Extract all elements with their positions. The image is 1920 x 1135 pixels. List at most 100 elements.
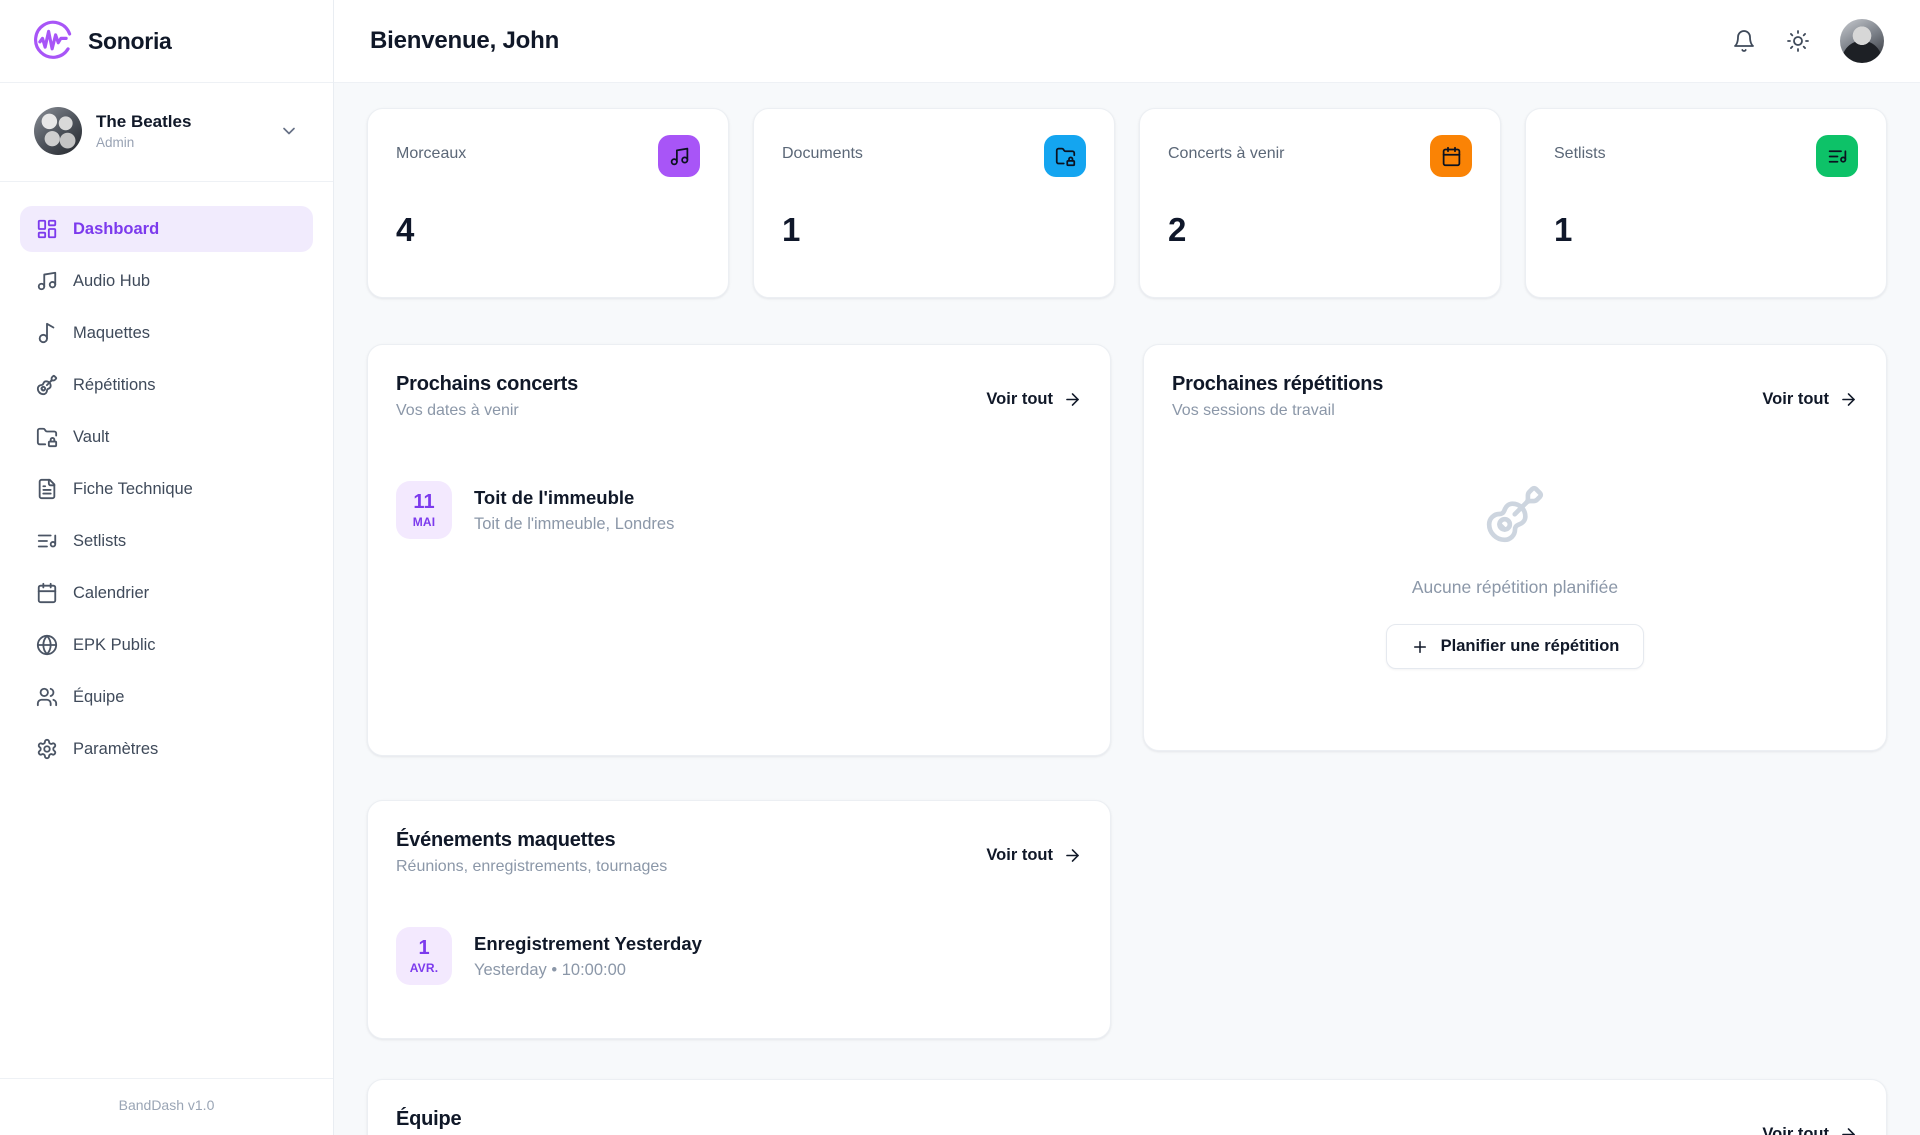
band-avatar: [34, 107, 82, 155]
demo-event-list-item[interactable]: 1 AVR. Enregistrement Yesterday Yesterda…: [396, 927, 1082, 985]
topbar: Bienvenue, John: [334, 0, 1920, 83]
folder-lock-icon: [36, 427, 58, 448]
list-music-icon: [1816, 135, 1858, 177]
stat-label: Setlists: [1554, 145, 1606, 162]
arrow-right-icon: [1842, 392, 1855, 406]
sonoria-logo-icon: [34, 20, 72, 59]
upcoming-concerts-card: Prochains concerts Vos dates à venir Voi…: [367, 344, 1111, 756]
sidebar-item-maquettes[interactable]: Maquettes: [20, 310, 313, 356]
sidebar-item-label: Fiche Technique: [73, 479, 193, 498]
stat-label: Documents: [782, 145, 863, 162]
music-notes-icon: [37, 271, 57, 291]
stat-value: 1: [782, 211, 801, 248]
demo-events-card: Événements maquettes Réunions, enregistr…: [367, 800, 1111, 1039]
sidebar-item-calendrier[interactable]: Calendrier: [20, 570, 313, 616]
bell-icon[interactable]: [1732, 29, 1756, 53]
sidebar-item-repetitions[interactable]: Répétitions: [20, 362, 313, 408]
guitar-icon: [36, 374, 58, 396]
stat-card-setlists[interactable]: Setlists 1: [1525, 108, 1887, 298]
band-role: Admin: [96, 135, 135, 150]
sidebar-item-audio-hub[interactable]: Audio Hub: [20, 258, 313, 304]
sidebar-item-equipe[interactable]: Équipe: [20, 674, 313, 720]
band-name: The Beatles: [96, 112, 192, 131]
theme-sun-icon[interactable]: [1786, 29, 1810, 53]
event-subtitle: Yesterday • 10:00:00: [474, 960, 626, 979]
sidebar-item-epk-public[interactable]: EPK Public: [20, 622, 313, 668]
card-title: Prochains concerts: [396, 373, 579, 395]
plus-icon: [1413, 640, 1426, 653]
guitar-icon: [1486, 485, 1544, 543]
rehearsals-empty-state: Aucune répétition planifiée Planifier un…: [1172, 483, 1858, 679]
stat-card-morceaux[interactable]: Morceaux 4: [367, 108, 729, 298]
card-subtitle: Vos dates à venir: [396, 402, 519, 419]
stats-row: Morceaux 4 Documents 1 Conce: [367, 108, 1887, 298]
sidebar-item-dashboard[interactable]: Dashboard: [20, 206, 313, 252]
event-subtitle: Toit de l'immeuble, Londres: [474, 514, 675, 533]
globe-icon: [36, 634, 58, 656]
plan-rehearsal-button[interactable]: Planifier une répétition: [1385, 624, 1645, 669]
sidebar-item-label: Équipe: [73, 687, 125, 706]
view-all-label: Voir tout: [1762, 1124, 1829, 1135]
sidebar-item-setlists[interactable]: Setlists: [20, 518, 313, 564]
calendar-icon: [37, 582, 57, 604]
event-date-chip: 1 AVR.: [396, 927, 452, 985]
list-music-icon: [37, 534, 57, 548]
concerts-view-all-link[interactable]: Voir tout: [986, 390, 1082, 409]
card-title: Événements maquettes: [396, 829, 616, 851]
concert-list-item[interactable]: 11 MAI Toit de l'immeuble Toit de l'imme…: [396, 481, 1082, 539]
stat-card-documents[interactable]: Documents 1: [753, 108, 1115, 298]
event-day: 11: [413, 491, 435, 513]
sidebar-item-vault[interactable]: Vault: [20, 414, 313, 460]
plan-rehearsal-label: Planifier une répétition: [1440, 637, 1620, 655]
app-title: Sonoria: [88, 27, 172, 54]
card-title: Prochaines répétitions: [1172, 373, 1384, 395]
app-version: BandDash v1.0: [0, 1078, 333, 1135]
event-title: Enregistrement Yesterday: [474, 932, 702, 954]
sidebar-nav: Dashboard Audio Hub Maquettes Répétition…: [0, 182, 333, 1078]
arrow-right-icon: [1066, 392, 1079, 406]
gear-icon: [37, 738, 57, 760]
app-logo: Sonoria: [0, 0, 333, 83]
stat-value: 4: [396, 211, 415, 248]
stat-value: 1: [1554, 211, 1573, 248]
rehearsals-card: Prochaines répétitions Vos sessions de t…: [1143, 344, 1887, 751]
user-avatar[interactable]: [1840, 19, 1884, 63]
event-month: AVR.: [409, 961, 439, 975]
view-all-label: Voir tout: [1762, 389, 1829, 408]
sidebar-item-label: Setlists: [73, 531, 127, 550]
sidebar-item-fiche-technique[interactable]: Fiche Technique: [20, 466, 313, 512]
sidebar-item-label: Maquettes: [73, 323, 151, 342]
sidebar-item-label: EPK Public: [73, 635, 156, 654]
page-title: Bienvenue, John: [370, 27, 560, 54]
stat-card-concerts[interactable]: Concerts à venir 2: [1139, 108, 1501, 298]
sidebar-item-label: Calendrier: [73, 583, 150, 602]
arrow-right-icon: [1066, 848, 1079, 862]
sidebar: Sonoria The Beatles Admin Dashboard Audi…: [0, 0, 334, 1135]
sidebar-item-label: Paramètres: [73, 739, 159, 758]
demo-events-view-all-link[interactable]: Voir tout: [986, 846, 1082, 865]
sidebar-item-label: Vault: [73, 427, 110, 446]
view-all-label: Voir tout: [986, 845, 1053, 864]
stat-value: 2: [1168, 211, 1187, 248]
rehearsals-view-all-link[interactable]: Voir tout: [1762, 390, 1858, 409]
sidebar-item-parametres[interactable]: Paramètres: [20, 726, 313, 772]
calendar-icon: [1430, 135, 1472, 177]
stat-label: Morceaux: [396, 145, 467, 162]
sidebar-item-label: Audio Hub: [73, 271, 151, 290]
team-view-all-link[interactable]: Voir tout: [1762, 1125, 1858, 1135]
dashboard-content: Morceaux 4 Documents 1 Conce: [334, 83, 1920, 1135]
team-card: Équipe Voir tout: [367, 1079, 1887, 1135]
event-month: MAI: [412, 515, 436, 529]
card-subtitle: Vos sessions de travail: [1172, 402, 1335, 419]
folder-lock-icon: [1044, 135, 1086, 177]
event-title: Toit de l'immeuble: [474, 486, 635, 508]
card-title: Équipe: [396, 1108, 462, 1130]
music-notes-icon: [658, 135, 700, 177]
event-date-chip: 11 MAI: [396, 481, 452, 539]
event-day: 1: [418, 937, 430, 959]
empty-state-text: Aucune répétition planifiée: [1411, 577, 1619, 597]
users-icon: [36, 687, 58, 707]
card-subtitle: Réunions, enregistrements, tournages: [396, 858, 668, 875]
band-selector[interactable]: The Beatles Admin: [20, 97, 313, 165]
arrow-right-icon: [1842, 1127, 1855, 1135]
